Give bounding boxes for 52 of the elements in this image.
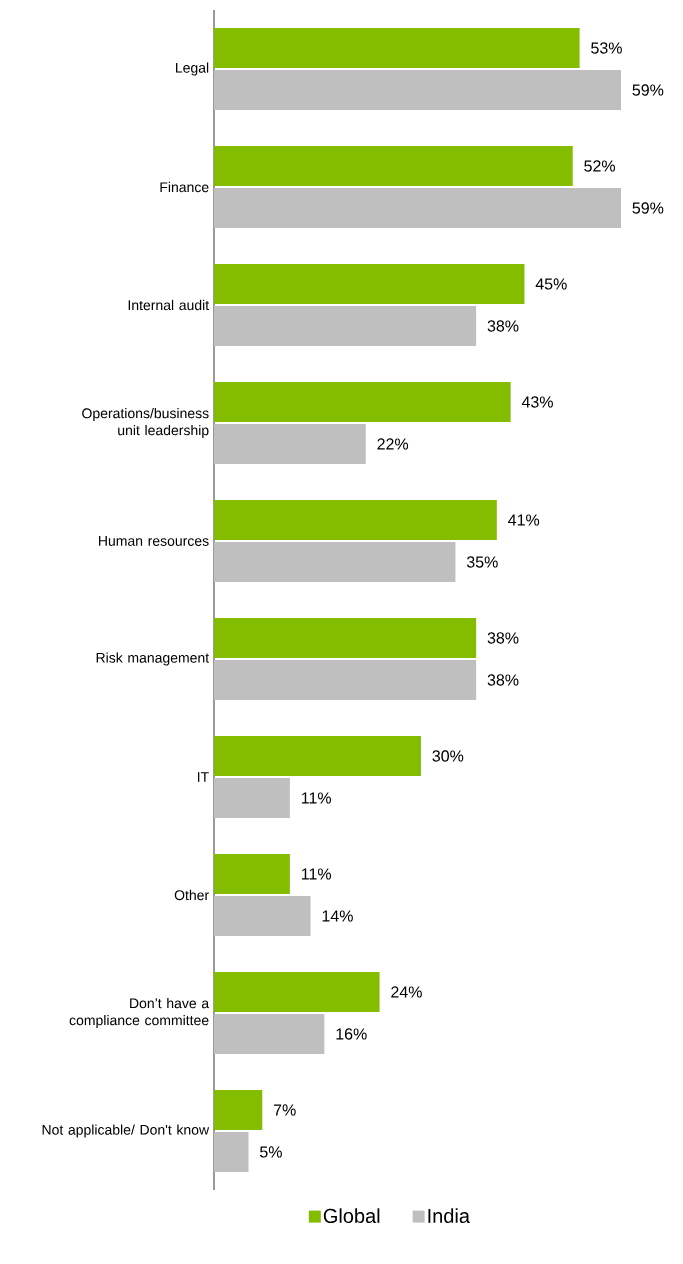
bar <box>214 423 366 464</box>
y-tick-label: Operations/business unit leadership <box>82 407 209 439</box>
data-label: 11% <box>301 792 332 804</box>
legend-label: India <box>428 1208 470 1224</box>
bar <box>214 617 477 658</box>
data-label: 7% <box>273 1104 296 1116</box>
data-label: 16% <box>336 1028 367 1040</box>
bar <box>214 659 477 700</box>
bar <box>214 28 580 68</box>
bar <box>214 541 456 582</box>
data-label: 22% <box>377 438 409 450</box>
y-tick-label: Don’t have a compliance committee <box>69 997 210 1029</box>
bar <box>214 971 380 1012</box>
bar <box>214 895 311 936</box>
bar <box>214 305 477 346</box>
data-label: 24% <box>391 986 422 998</box>
bar <box>214 777 290 818</box>
bar <box>214 188 621 228</box>
bar <box>214 263 525 304</box>
y-tick-label: IT <box>197 772 209 782</box>
bar <box>214 381 511 422</box>
data-label: 43% <box>521 396 553 408</box>
data-label: 59% <box>632 202 664 214</box>
bar <box>214 1013 325 1054</box>
data-label: 53% <box>591 42 622 54</box>
y-tick-label: Other <box>174 889 209 901</box>
data-label: 35% <box>466 556 498 568</box>
data-label: 11% <box>301 868 332 880</box>
bar <box>214 735 421 776</box>
data-label: 59% <box>632 84 664 96</box>
bar <box>214 1131 249 1172</box>
data-label: 45% <box>535 278 567 290</box>
bar <box>214 70 621 110</box>
y-tick-label: Risk management <box>96 652 209 666</box>
data-label: 30% <box>432 750 464 762</box>
y-tick-label: Legal <box>176 62 209 76</box>
data-label: 41% <box>508 514 540 526</box>
bar <box>214 499 497 540</box>
y-tick-label: Not applicable/ Don't know <box>42 1124 210 1138</box>
data-label: 5% <box>260 1146 282 1158</box>
y-tick-label: Human resources <box>99 536 209 546</box>
bar <box>214 853 290 894</box>
data-label: 38% <box>487 320 519 332</box>
y-tick-label: Finance <box>160 181 209 193</box>
data-label: 14% <box>322 910 353 922</box>
data-label: 38% <box>487 674 519 686</box>
data-label: 38% <box>487 632 519 644</box>
bar <box>214 1089 263 1130</box>
data-label: 52% <box>584 160 616 172</box>
legend-label: Global <box>323 1208 380 1224</box>
bar <box>214 146 573 186</box>
y-tick-label: Internal audit <box>128 299 210 311</box>
